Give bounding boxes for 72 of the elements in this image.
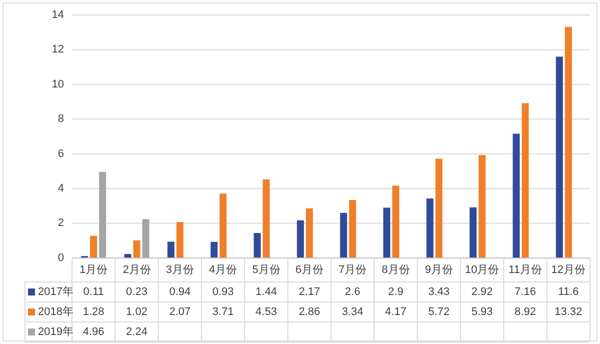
data-label: 2.07 (169, 306, 191, 318)
legend-label: 2018年 (38, 306, 74, 318)
data-label: 2.24 (126, 326, 148, 338)
x-tick-label: 9月份 (424, 264, 453, 276)
data-label: 2.17 (298, 286, 320, 298)
x-tick-label: 5月份 (252, 264, 280, 276)
bar (306, 208, 313, 258)
bar (296, 220, 304, 258)
bar (470, 207, 477, 258)
data-label: 3.34 (342, 306, 364, 318)
data-label: 4.53 (256, 306, 277, 318)
bar (556, 56, 563, 258)
bar (340, 212, 348, 258)
x-tick-label: 2月份 (122, 264, 151, 276)
y-tick-label: 8 (58, 113, 64, 126)
data-label: 3.71 (212, 306, 234, 318)
bar (176, 222, 184, 258)
x-tick-label: 7月份 (338, 264, 367, 276)
bar (435, 158, 442, 258)
legend-label: 2017年 (38, 286, 74, 298)
bar (426, 198, 434, 258)
x-tick-label: 3月份 (166, 264, 194, 276)
y-tick-label: 12 (52, 44, 64, 56)
y-tick-label: 14 (52, 8, 64, 21)
bar (142, 219, 150, 258)
x-tick-label: 4月份 (209, 264, 238, 276)
data-label: 8.92 (514, 306, 536, 318)
data-label: 2.6 (344, 286, 360, 298)
x-tick-label: 10月份 (464, 264, 500, 276)
data-label: 2.86 (298, 306, 320, 318)
y-tick-label: 2 (58, 217, 64, 230)
data-label: 5.93 (471, 306, 493, 318)
data-label: 2.92 (471, 286, 493, 298)
bar (383, 208, 390, 258)
bar (478, 155, 486, 258)
y-tick-label: 6 (58, 148, 64, 160)
data-label: 1.44 (256, 286, 277, 298)
bar (254, 233, 261, 258)
bar (220, 194, 227, 258)
data-label: 0.93 (212, 286, 234, 298)
legend-label: 2019年 (38, 326, 74, 338)
bar (564, 26, 572, 258)
data-label: 2.9 (388, 286, 404, 298)
bar (133, 240, 140, 258)
bar (90, 236, 98, 258)
x-tick-label: 12月份 (551, 264, 586, 276)
data-label: 4.17 (385, 306, 406, 318)
bar (512, 134, 520, 258)
data-label: 0.23 (126, 286, 148, 298)
data-label: 4.96 (82, 326, 104, 338)
data-label: 1.28 (82, 306, 104, 318)
y-tick-label: 10 (52, 78, 64, 90)
x-tick-label: 8月份 (382, 264, 410, 276)
bar (349, 200, 356, 258)
bar (262, 179, 270, 258)
data-label: 3.43 (428, 286, 450, 298)
data-label: 1.02 (126, 306, 148, 318)
x-tick-label: 11月份 (508, 264, 542, 276)
x-tick-label: 1月份 (80, 264, 108, 276)
bar (99, 172, 106, 258)
data-label: 7.16 (514, 286, 536, 298)
bar (167, 242, 174, 258)
bar (522, 103, 529, 258)
data-label: 5.72 (428, 306, 450, 318)
x-tick-label: 6月份 (295, 264, 324, 276)
data-label: 0.11 (83, 286, 104, 298)
bar (210, 242, 218, 258)
y-tick-label: 4 (58, 182, 64, 194)
bar (392, 186, 400, 258)
data-label: 11.6 (558, 286, 579, 298)
data-label: 0.94 (169, 286, 191, 298)
data-label: 13.32 (554, 306, 582, 318)
